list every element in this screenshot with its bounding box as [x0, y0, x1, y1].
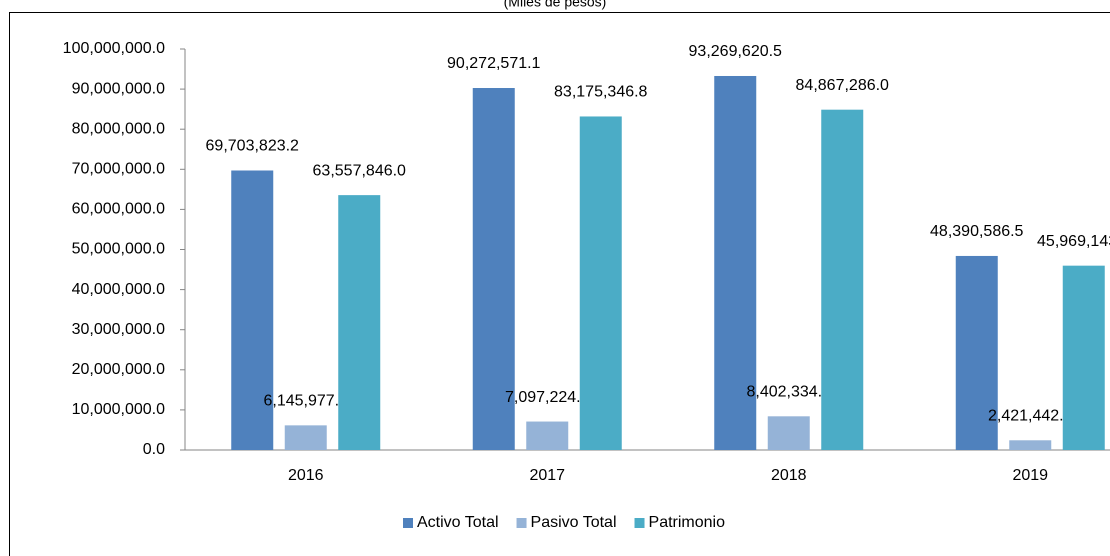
- bar: [821, 109, 864, 450]
- bar: [338, 195, 381, 450]
- legend-swatch: [516, 518, 527, 528]
- chart-subtitle: (Miles de pesos): [504, 0, 607, 10]
- bar: [284, 425, 327, 450]
- data-label: 93,269,620.5: [689, 43, 783, 60]
- data-label: 63,557,846.0: [313, 162, 407, 179]
- bar: [1009, 440, 1052, 450]
- data-label: 69,703,823.2: [206, 138, 300, 155]
- data-label: 90,272,571.1: [447, 55, 541, 72]
- bar: [579, 116, 622, 450]
- y-tick-label: 70,000,000.0: [72, 161, 166, 178]
- bar: [1062, 265, 1105, 450]
- data-label: 84,867,286.0: [796, 77, 890, 94]
- bar: [955, 255, 998, 450]
- legend-swatch: [634, 518, 645, 528]
- data-label: 83,175,346.8: [554, 84, 648, 101]
- x-tick-label: 2019: [1012, 467, 1048, 484]
- bar: [231, 170, 274, 450]
- y-tick-label: 80,000,000.0: [72, 120, 166, 137]
- y-tick-label: 0.0: [143, 441, 165, 458]
- data-label: 7,097,224.3: [505, 389, 590, 406]
- data-label: 6,145,977.2: [263, 393, 348, 410]
- x-tick-label: 2018: [771, 467, 807, 484]
- y-tick-label: 90,000,000.0: [72, 80, 166, 97]
- bar: [714, 75, 757, 450]
- y-tick-label: 40,000,000.0: [72, 281, 166, 298]
- x-tick-label: 2016: [288, 467, 324, 484]
- y-tick-label: 10,000,000.0: [72, 401, 166, 418]
- bar: [526, 421, 569, 450]
- data-label: 48,390,586.5: [930, 223, 1024, 240]
- chart-border: [9, 12, 1110, 556]
- y-tick-label: 20,000,000.0: [72, 361, 166, 378]
- bar: [767, 416, 810, 450]
- legend-label: Patrimonio: [649, 514, 726, 531]
- y-tick-label: 60,000,000.0: [72, 201, 166, 218]
- bar: [472, 88, 515, 450]
- legend-label: Pasivo Total: [531, 514, 617, 531]
- y-tick-label: 100,000,000.0: [63, 40, 165, 57]
- legend-swatch: [403, 518, 413, 528]
- y-tick-label: 50,000,000.0: [72, 241, 166, 258]
- data-label: 45,969,143.9: [1037, 233, 1110, 250]
- data-label: 2,421,442.6: [988, 408, 1073, 425]
- y-tick-label: 30,000,000.0: [72, 321, 166, 338]
- data-label: 8,402,334.5: [746, 384, 831, 401]
- legend-label: Activo Total: [417, 514, 499, 531]
- x-tick-label: 2017: [529, 467, 565, 484]
